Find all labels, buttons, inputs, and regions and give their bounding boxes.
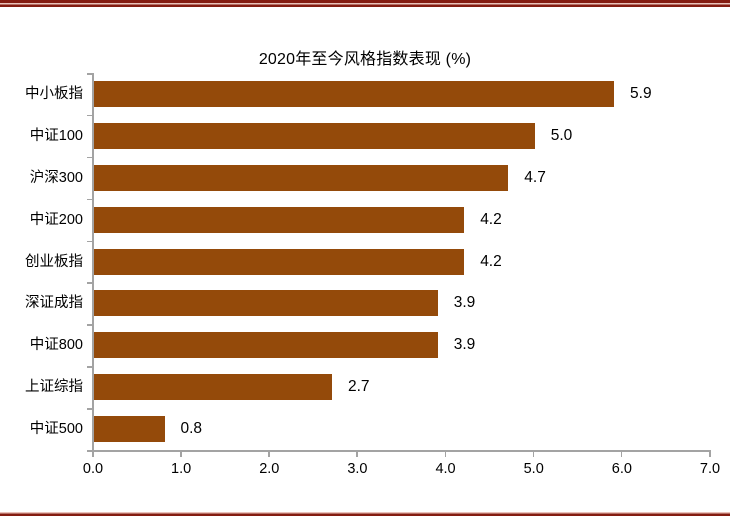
value-label: 5.0: [550, 126, 573, 144]
x-axis-tick-label: 7.0: [699, 461, 721, 477]
x-axis-tick-label: 0.0: [82, 461, 104, 477]
chart-title: 2020年至今风格指数表现 (%): [258, 51, 472, 68]
bottom-rule: [0, 512, 730, 516]
x-axis-tick: [620, 452, 623, 457]
value-label: 4.7: [524, 168, 546, 186]
bar: [94, 332, 438, 359]
x-axis-tick-label: 2.0: [259, 461, 280, 477]
y-axis-tick: [87, 73, 92, 75]
category-label: 上证综指: [25, 379, 83, 396]
category-label: 中小板指: [25, 85, 83, 102]
bar: [94, 122, 535, 149]
category-label: 中证200: [29, 211, 83, 228]
category-label: 中证500: [29, 421, 83, 438]
x-axis-tick-label: 5.0: [523, 461, 544, 477]
value-label: 3.9: [453, 336, 476, 354]
x-axis-tick-label: 6.0: [611, 461, 632, 477]
x-axis-tick: [444, 452, 447, 457]
y-axis-tick: [87, 324, 92, 326]
y-axis-tick: [87, 198, 92, 201]
value-label: 3.9: [453, 294, 476, 312]
x-axis-tick: [709, 452, 711, 457]
x-axis-tick: [92, 452, 94, 457]
x-axis-tick: [268, 452, 270, 457]
y-axis-tick: [87, 114, 92, 117]
value-label: 5.9: [630, 84, 652, 102]
category-label: 沪深300: [29, 169, 83, 186]
top-rule: [0, 0, 730, 7]
category-label: 中证800: [29, 337, 83, 354]
y-axis-tick: [87, 240, 92, 243]
y-axis-tick: [87, 366, 92, 368]
category-label: 深证成指: [25, 295, 83, 312]
bar: [94, 80, 615, 107]
x-axis-tick: [180, 452, 182, 457]
value-label: 2.7: [347, 378, 370, 396]
bar: [94, 416, 165, 443]
bar: [94, 248, 465, 275]
bar: [94, 164, 509, 191]
bar: [94, 374, 332, 401]
y-axis-tick: [87, 282, 92, 284]
x-axis-line: [92, 450, 711, 452]
value-label: 4.2: [480, 252, 502, 270]
bar: [94, 206, 465, 233]
category-label: 中证100: [29, 127, 83, 144]
x-axis-tick: [356, 452, 358, 457]
value-label: 4.2: [480, 210, 502, 228]
bar: [94, 290, 438, 317]
value-label: 0.8: [180, 420, 203, 438]
x-axis-tick-label: 3.0: [347, 461, 368, 477]
x-axis-tick: [532, 452, 535, 457]
y-axis-tick: [87, 156, 92, 159]
y-axis-tick: [87, 450, 92, 452]
category-label: 创业板指: [25, 253, 83, 270]
x-axis-tick-label: 4.0: [435, 461, 456, 477]
y-axis-line: [92, 73, 94, 450]
x-axis-tick-label: 1.0: [171, 461, 192, 477]
y-axis-tick: [87, 408, 92, 410]
